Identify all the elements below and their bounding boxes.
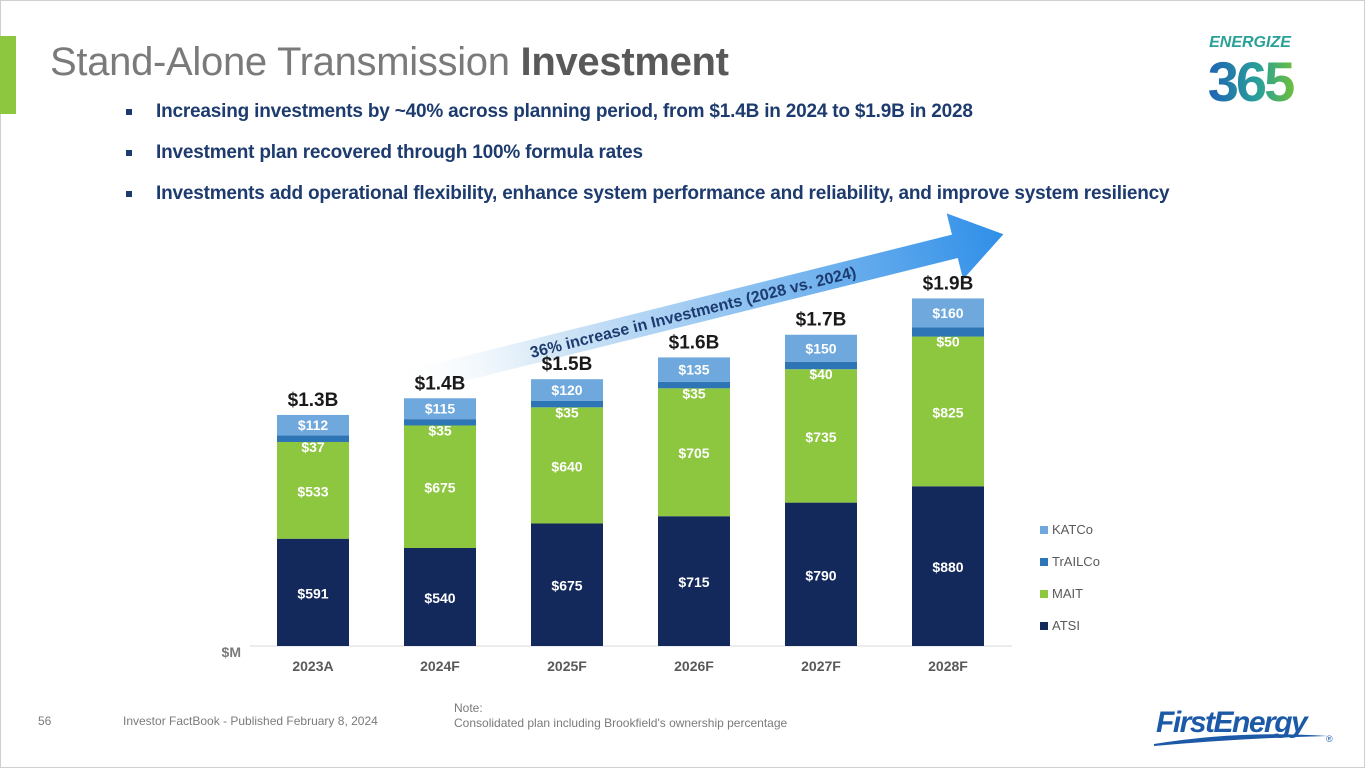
bar-trailco-2027f [785, 361, 857, 370]
data-label-atsi: $880 [932, 559, 963, 575]
x-tick-label: 2028F [928, 658, 968, 674]
total-label: $1.3B [288, 390, 339, 411]
bar-atsi-2026f [658, 516, 730, 646]
x-tick-label: 2027F [801, 658, 841, 674]
data-label-mait: $705 [678, 445, 709, 461]
bar-katco-2023a [277, 414, 349, 436]
data-label-mait: $640 [551, 458, 582, 474]
data-label-trailco: $37 [301, 439, 325, 455]
bar-atsi-2023a [277, 538, 349, 646]
growth-arrow-shape [389, 213, 1004, 399]
legend-label-trailco: TrAILCo [1052, 554, 1100, 569]
bar-trailco-2023a [277, 435, 349, 442]
energize-logo-text: ENERGIZE [1209, 34, 1292, 51]
firstenergy-logo: FirstEnergy ® [1154, 706, 1333, 746]
firstenergy-logo-swoosh [1154, 734, 1328, 746]
bullet-item: Investments add operational flexibility,… [126, 180, 1170, 221]
registered-mark: ® [1326, 734, 1333, 744]
title-accent-bar [0, 36, 16, 114]
x-tick-label: 2026F [674, 658, 714, 674]
bullet-item: Increasing investments by ~40% across pl… [126, 98, 1169, 139]
legend-label-atsi: ATSI [1052, 618, 1080, 633]
energize-365-logo: ENERGIZE 365 [1208, 34, 1297, 105]
x-tick-label: 2023A [292, 658, 333, 674]
data-label-trailco: $35 [555, 404, 579, 420]
bar-atsi-2028f [912, 486, 984, 646]
total-label: $1.5B [542, 354, 593, 375]
footer-source: Investor FactBook - Published February 8… [123, 714, 378, 728]
bar-trailco-2028f [912, 327, 984, 337]
bar-katco-2025f [531, 379, 603, 401]
y-axis-label: $M [222, 644, 241, 660]
bullet-item: Investment plan recovered through 100% f… [126, 139, 1169, 180]
legend-swatch-katco [1040, 526, 1048, 534]
note-text: Consolidated plan including Brookfield's… [454, 716, 788, 730]
page-number: 56 [38, 714, 52, 728]
data-label-trailco: $40 [809, 366, 833, 382]
data-label-atsi: $790 [805, 567, 836, 583]
bar-katco-2024f [404, 398, 476, 420]
x-tick-label: 2025F [547, 658, 587, 674]
chart-legend: KATCo TrAILCo MAIT ATSI [1040, 522, 1100, 633]
bar-atsi-2024f [404, 547, 476, 646]
bullet-list: Increasing investments by ~40% across pl… [126, 98, 1170, 221]
bar-mait-2027f [785, 369, 857, 503]
bar-katco-2028f [912, 298, 984, 328]
legend-swatch-atsi [1040, 622, 1048, 630]
legend-label-mait: MAIT [1052, 586, 1083, 601]
total-label: $1.6B [669, 332, 720, 353]
legend-swatch-trailco [1040, 558, 1048, 566]
data-label-atsi: $540 [424, 590, 455, 606]
data-label-katco: $120 [551, 382, 582, 398]
data-label-mait: $735 [805, 429, 836, 445]
data-label-mait: $675 [424, 480, 455, 496]
bar-mait-2025f [531, 407, 603, 524]
bar-atsi-2025f [531, 523, 603, 646]
data-label-trailco: $50 [936, 334, 960, 350]
bar-mait-2026f [658, 388, 730, 517]
data-label-katco: $160 [932, 305, 963, 321]
bar-katco-2027f [785, 334, 857, 362]
data-label-trailco: $35 [682, 385, 706, 401]
energize-logo-number: 365 [1208, 50, 1294, 105]
data-label-katco: $135 [678, 362, 709, 378]
title-regular: Stand-Alone Transmission [50, 40, 510, 84]
data-label-atsi: $591 [297, 585, 328, 601]
data-label-trailco: $35 [428, 422, 452, 438]
firstenergy-logo-text: FirstEnergy [1156, 706, 1309, 739]
total-label: $1.4B [415, 373, 466, 394]
bar-trailco-2025f [531, 400, 603, 408]
note-title: Note: [454, 701, 483, 715]
data-label-katco: $150 [805, 340, 836, 356]
data-label-mait: $825 [932, 404, 963, 420]
legend-label-katco: KATCo [1052, 522, 1093, 537]
data-label-atsi: $715 [678, 574, 709, 590]
bar-group: $591 $533 $37 $112 $1.3B 2023A $540 $675 $35 $115… [277, 273, 984, 674]
total-label: $1.7B [796, 310, 847, 331]
bar-mait-2023a [277, 441, 349, 539]
title-bold: Investment [520, 40, 729, 84]
data-label-katco: $115 [425, 401, 456, 417]
bar-trailco-2024f [404, 419, 476, 426]
bar-mait-2028f [912, 336, 984, 487]
data-label-mait: $533 [297, 483, 328, 499]
page-title: Stand-Alone Transmission Investment [50, 40, 729, 85]
bar-katco-2026f [658, 357, 730, 382]
legend-swatch-mait [1040, 590, 1048, 598]
bar-atsi-2027f [785, 502, 857, 646]
bar-trailco-2026f [658, 381, 730, 389]
chart-note: Note: Consolidated plan including Brookf… [454, 701, 787, 731]
bar-mait-2024f [404, 425, 476, 548]
x-tick-label: 2024F [420, 658, 460, 674]
total-label: $1.9B [923, 273, 974, 294]
data-label-katco: $112 [298, 417, 329, 433]
data-label-atsi: $675 [551, 578, 582, 594]
